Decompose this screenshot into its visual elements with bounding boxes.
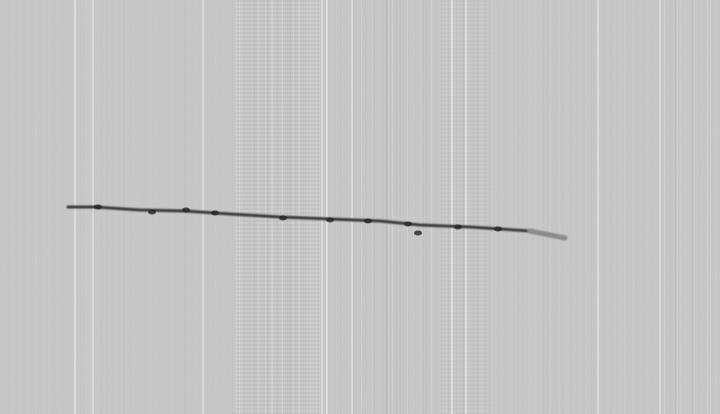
- trail-spot: [279, 216, 287, 221]
- trail-spot: [94, 205, 102, 210]
- trail-spot: [211, 211, 219, 216]
- trail-spot: [148, 210, 156, 215]
- trail-spot: [364, 219, 372, 224]
- trail-spot: [404, 222, 412, 227]
- trail-spot: [494, 227, 502, 232]
- trail-spot: [414, 231, 422, 236]
- trail-spot: [454, 225, 462, 230]
- trail-spot: [182, 208, 190, 213]
- trail-spot: [326, 218, 334, 223]
